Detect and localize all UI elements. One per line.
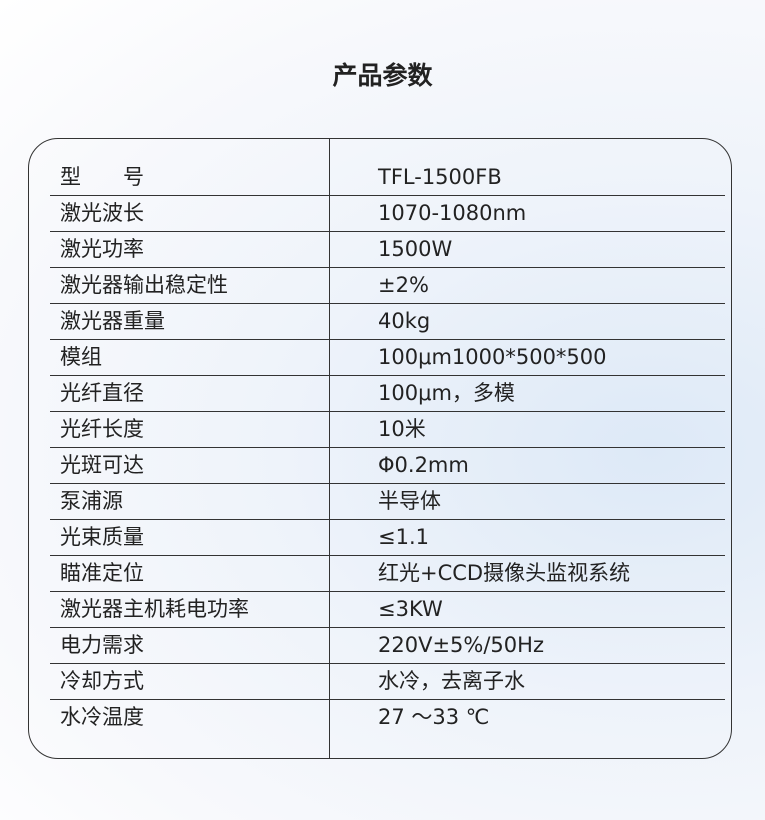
row-separator xyxy=(330,267,725,268)
row-separator xyxy=(330,411,725,412)
row-separator xyxy=(330,339,725,340)
row-separator xyxy=(50,519,329,520)
row-label: 激光器主机耗电功率 xyxy=(60,597,249,621)
column-divider xyxy=(329,138,330,759)
row-value: 水冷，去离子水 xyxy=(378,669,525,693)
row-value: 220V±5%/50Hz xyxy=(378,633,544,657)
row-value: 红光+CCD摄像头监视系统 xyxy=(378,561,631,585)
row-separator xyxy=(330,231,725,232)
row-value: 半导体 xyxy=(378,489,441,513)
row-separator xyxy=(50,375,329,376)
row-value: ±2% xyxy=(378,273,429,297)
row-value: Φ0.2mm xyxy=(378,453,469,477)
row-label: 光斑可达 xyxy=(60,453,144,477)
row-separator xyxy=(50,447,329,448)
row-value: ≤3KW xyxy=(378,597,443,621)
row-separator xyxy=(50,483,329,484)
row-separator xyxy=(50,267,329,268)
row-separator xyxy=(50,555,329,556)
row-separator xyxy=(50,339,329,340)
row-separator xyxy=(50,303,329,304)
row-label: 激光器输出稳定性 xyxy=(60,273,228,297)
row-separator xyxy=(330,663,725,664)
row-separator xyxy=(330,519,725,520)
row-separator xyxy=(330,375,725,376)
row-value: 1070-1080nm xyxy=(378,201,527,225)
row-label: 冷却方式 xyxy=(60,669,144,693)
row-label: 水冷温度 xyxy=(60,705,144,729)
row-separator xyxy=(50,627,329,628)
row-separator xyxy=(330,555,725,556)
row-separator xyxy=(50,699,329,700)
row-label: 光纤直径 xyxy=(60,381,144,405)
row-label: 激光波长 xyxy=(60,201,144,225)
row-separator xyxy=(50,231,329,232)
row-separator xyxy=(330,195,725,196)
row-label: 泵浦源 xyxy=(60,489,123,513)
row-separator xyxy=(50,411,329,412)
row-value: 100μm1000*500*500 xyxy=(378,345,607,369)
row-value: 1500W xyxy=(378,237,453,261)
row-separator xyxy=(330,699,725,700)
row-label: 瞄准定位 xyxy=(60,561,144,585)
row-label: 光纤长度 xyxy=(60,417,144,441)
row-separator xyxy=(330,627,725,628)
row-label: 模组 xyxy=(60,345,102,369)
row-value: 100μm，多模 xyxy=(378,381,515,405)
row-separator xyxy=(330,447,725,448)
table-frame xyxy=(28,138,732,759)
row-separator xyxy=(330,483,725,484)
row-label: 光束质量 xyxy=(60,525,144,549)
row-separator xyxy=(50,663,329,664)
row-separator xyxy=(50,195,329,196)
row-separator xyxy=(50,591,329,592)
row-value: 10米 xyxy=(378,417,426,441)
row-label: 激光功率 xyxy=(60,237,144,261)
row-separator xyxy=(330,591,725,592)
row-separator xyxy=(330,303,725,304)
row-value: 27 ～33 ℃ xyxy=(378,705,490,729)
row-value: TFL-1500FB xyxy=(378,165,502,189)
page-title: 产品参数 xyxy=(332,61,433,90)
row-label: 电力需求 xyxy=(60,633,144,657)
row-label: 型 号 xyxy=(60,165,144,189)
row-value: 40kg xyxy=(378,309,431,333)
row-value: ≤1.1 xyxy=(378,525,429,549)
row-label: 激光器重量 xyxy=(60,309,165,333)
